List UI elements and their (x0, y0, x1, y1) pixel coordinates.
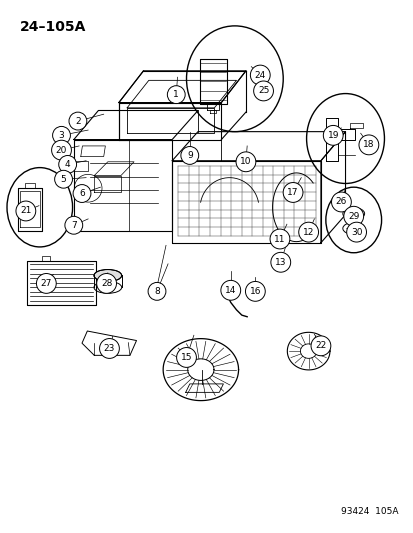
Text: 17: 17 (287, 188, 298, 197)
Circle shape (52, 126, 70, 144)
Text: 93424  105A: 93424 105A (340, 507, 397, 516)
Circle shape (97, 273, 116, 293)
Circle shape (346, 222, 366, 242)
Text: 6: 6 (79, 189, 85, 198)
Text: 20: 20 (56, 146, 67, 155)
Text: 16: 16 (249, 287, 261, 296)
Text: 18: 18 (362, 140, 374, 149)
Text: 22: 22 (315, 341, 326, 350)
Circle shape (253, 81, 273, 101)
Text: 24–105A: 24–105A (20, 20, 86, 34)
Circle shape (343, 206, 363, 226)
Circle shape (59, 156, 76, 173)
Circle shape (65, 216, 83, 234)
Text: 12: 12 (302, 228, 313, 237)
Text: 26: 26 (335, 198, 346, 206)
Circle shape (148, 282, 166, 300)
Text: 13: 13 (274, 258, 286, 267)
Text: 23: 23 (104, 344, 115, 353)
Circle shape (180, 147, 198, 164)
Ellipse shape (94, 270, 121, 281)
Circle shape (69, 112, 87, 130)
Text: 8: 8 (154, 287, 159, 296)
Circle shape (269, 229, 289, 249)
Text: 19: 19 (327, 131, 338, 140)
Circle shape (176, 348, 196, 367)
Text: 30: 30 (350, 228, 361, 237)
Circle shape (358, 135, 378, 155)
Text: 9: 9 (186, 151, 192, 160)
Circle shape (331, 192, 351, 212)
Text: 11: 11 (273, 235, 285, 244)
Circle shape (99, 338, 119, 358)
Circle shape (270, 252, 290, 272)
Circle shape (52, 140, 71, 160)
Circle shape (167, 86, 185, 103)
Circle shape (221, 280, 240, 300)
Text: 2: 2 (75, 117, 81, 126)
Text: 1: 1 (173, 90, 179, 99)
Text: 21: 21 (20, 206, 31, 215)
Text: 10: 10 (240, 157, 251, 166)
Text: 3: 3 (59, 131, 64, 140)
Circle shape (73, 184, 91, 203)
Circle shape (310, 336, 330, 356)
Circle shape (323, 125, 342, 146)
Text: 25: 25 (257, 86, 268, 95)
Circle shape (36, 273, 56, 293)
Text: 27: 27 (40, 279, 52, 288)
Text: 29: 29 (347, 212, 358, 221)
Text: 28: 28 (101, 279, 112, 288)
Circle shape (245, 281, 265, 301)
Circle shape (298, 222, 318, 242)
Text: 5: 5 (61, 175, 66, 184)
Text: 15: 15 (180, 353, 192, 362)
Circle shape (55, 171, 72, 188)
Circle shape (282, 182, 302, 203)
Text: 7: 7 (71, 221, 76, 230)
Circle shape (235, 152, 255, 172)
Text: 4: 4 (65, 160, 70, 169)
Circle shape (16, 201, 36, 221)
Circle shape (250, 65, 270, 85)
Text: 24: 24 (254, 70, 265, 79)
Text: 14: 14 (225, 286, 236, 295)
